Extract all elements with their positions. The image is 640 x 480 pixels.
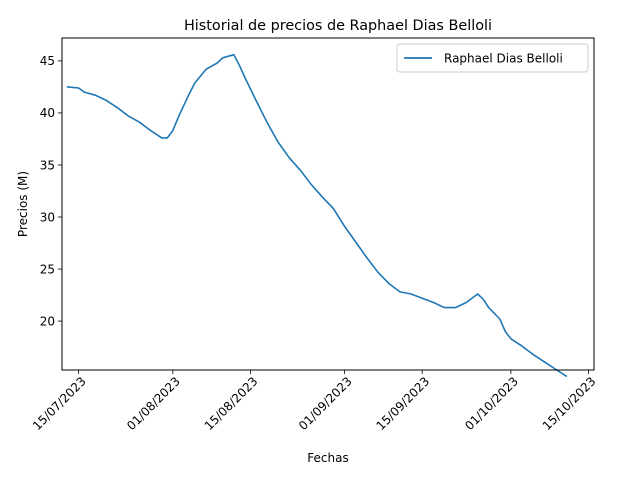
y-tick-label: 20 bbox=[40, 314, 55, 328]
y-tick-label: 30 bbox=[40, 210, 55, 224]
x-axis-label: Fechas bbox=[307, 451, 348, 465]
y-axis-label: Precios (M) bbox=[16, 171, 30, 237]
y-tick-label: 40 bbox=[40, 106, 55, 120]
chart-title: Historial de precios de Raphael Dias Bel… bbox=[184, 18, 492, 34]
plot-frame bbox=[61, 37, 595, 371]
y-tick-label: 25 bbox=[40, 262, 55, 276]
plot-area bbox=[61, 37, 595, 378]
series-line-0 bbox=[66, 53, 568, 378]
legend-box bbox=[396, 43, 589, 73]
y-axis: 20 25 30 35 40 45 bbox=[40, 54, 62, 328]
legend: Raphael Dias Belloli bbox=[396, 43, 589, 73]
y-tick-label: 45 bbox=[40, 54, 55, 68]
series-layer bbox=[66, 53, 568, 378]
y-tick-label: 35 bbox=[40, 158, 55, 172]
legend-label: Raphael Dias Belloli bbox=[444, 52, 563, 66]
